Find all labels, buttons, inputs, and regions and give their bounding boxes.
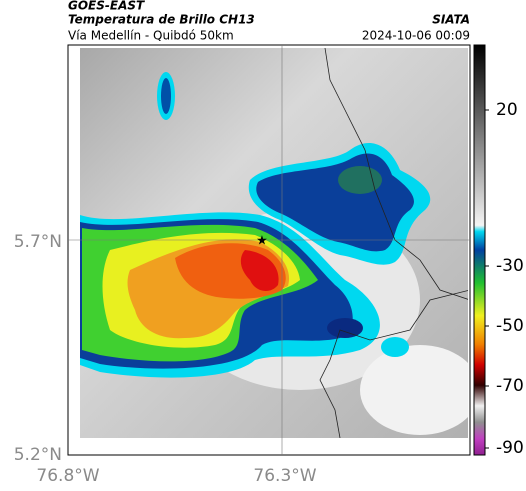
- lon-tick-label: 76.3°W: [253, 466, 316, 486]
- subtitle: Temperatura de Brillo CH13: [68, 13, 255, 27]
- route: Vía Medellín - Quibdó 50km: [68, 29, 234, 43]
- timestamp: 2024-10-06 00:09: [362, 29, 470, 43]
- title: GOES-EAST: [68, 0, 145, 13]
- colorbar-tick-label: -30: [496, 256, 524, 276]
- colorbar-tick-label: -50: [496, 316, 524, 336]
- colorbar-tick-label: -70: [496, 376, 524, 396]
- colorbar-tick-label: 20: [496, 100, 518, 120]
- colorbar-ticks: [485, 109, 489, 449]
- lon-tick-label: 76.8°W: [36, 466, 99, 486]
- satellite-image: [80, 48, 468, 438]
- lat-tick-label: 5.2°N: [14, 445, 62, 465]
- colorbar-tick-label: -90: [496, 438, 524, 458]
- lat-tick-label: 5.7°N: [14, 232, 62, 252]
- colorbar: [473, 44, 486, 456]
- source: SIATA: [432, 13, 470, 27]
- city-marker: ★: [256, 234, 268, 249]
